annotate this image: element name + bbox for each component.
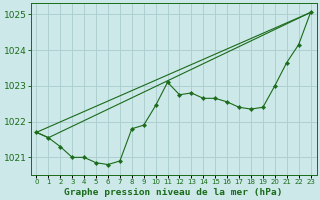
X-axis label: Graphe pression niveau de la mer (hPa): Graphe pression niveau de la mer (hPa) [64,188,283,197]
